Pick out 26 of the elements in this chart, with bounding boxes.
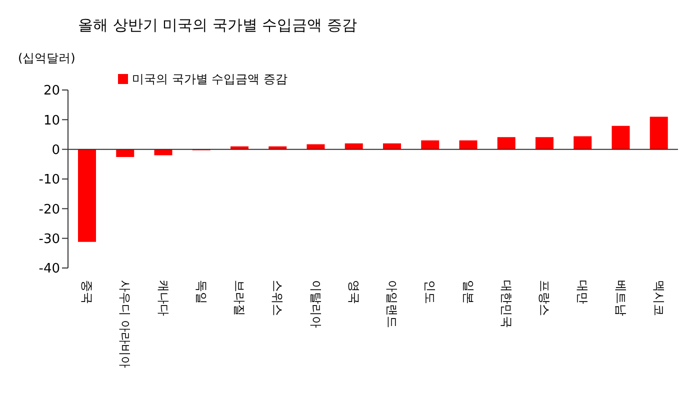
y-tick-label: 10: [43, 113, 60, 128]
y-tick-label: -40: [38, 262, 60, 277]
y-tick-label: -20: [38, 202, 60, 218]
x-tick-label: 일본: [461, 280, 476, 304]
x-tick-label: 영국: [346, 280, 361, 304]
x-tick-label: 스위스: [270, 280, 285, 316]
x-tick-label: 이탈리아: [308, 280, 323, 328]
x-tick-label: 멕시코: [652, 280, 666, 316]
x-tick-label: 인도: [423, 280, 438, 304]
y-tick-label: 0: [52, 142, 60, 158]
x-tick-label: 아일랜드: [385, 280, 400, 328]
chart-title: 올해 상반기 미국의 국가별 수입금액 증감: [78, 16, 357, 35]
x-tick-label: 대한민국: [499, 280, 514, 328]
y-tick-label: 20: [43, 84, 60, 99]
y-tick-label: -30: [38, 232, 60, 247]
x-tick-label: 프랑스: [538, 280, 552, 316]
x-tick-label: 사우디 아라비아: [118, 280, 132, 368]
y-axis-title: (십억달러): [18, 50, 76, 67]
x-tick-label: 대만: [576, 280, 590, 304]
legend-label: 미국의 국가별 수입금액 증감: [132, 72, 288, 86]
x-tick-label: 독일: [194, 280, 208, 304]
x-tick-label: 캐나다: [156, 280, 170, 316]
x-tick-label: 중국: [80, 280, 94, 304]
x-tick-label: 베트남: [614, 280, 628, 316]
y-tick-label: -10: [38, 172, 60, 188]
x-tick-label: 브라질: [232, 280, 247, 316]
